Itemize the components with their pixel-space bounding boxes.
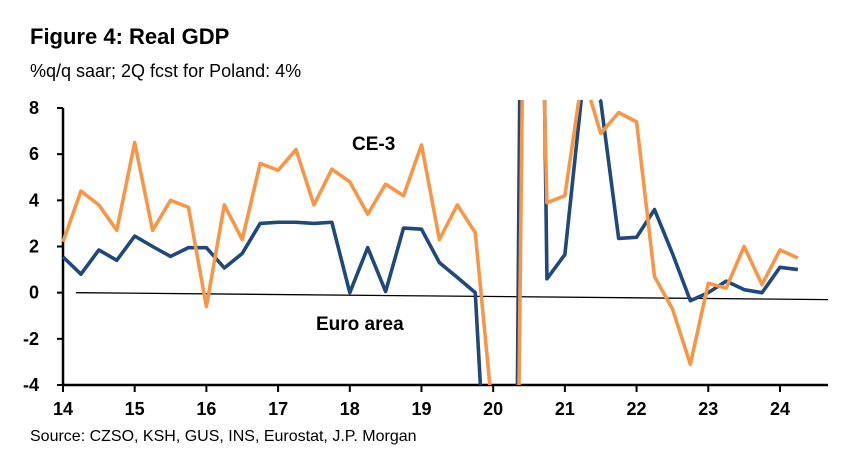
x-tick-label: 14 bbox=[53, 399, 73, 419]
x-tick-label: 16 bbox=[196, 399, 216, 419]
y-tick-label: 4 bbox=[29, 190, 39, 210]
x-tick-label: 23 bbox=[698, 399, 718, 419]
x-tick-label: 22 bbox=[627, 399, 647, 419]
x-tick-label: 18 bbox=[340, 399, 360, 419]
chart-title: Figure 4: Real GDP bbox=[30, 24, 230, 49]
y-tick-label: -2 bbox=[23, 329, 39, 349]
x-tick-label: 20 bbox=[483, 399, 503, 419]
series-label-euro-area: Euro area bbox=[316, 314, 404, 335]
y-tick-label: 6 bbox=[29, 144, 39, 164]
y-tick-label: 8 bbox=[29, 98, 39, 118]
y-tick-label: -4 bbox=[23, 375, 39, 395]
x-tick-label: 21 bbox=[555, 399, 575, 419]
x-tick-label: 15 bbox=[125, 399, 145, 419]
chart-subtitle: %q/q saar; 2Q fcst for Poland: 4% bbox=[30, 61, 302, 81]
series-lines bbox=[61, 98, 799, 386]
source-note: Source: CZSO, KSH, GUS, INS, Eurostat, J… bbox=[30, 428, 417, 445]
x-tick-label: 17 bbox=[268, 399, 288, 419]
y-tick-label: 2 bbox=[29, 237, 39, 257]
series-label-ce3: CE-3 bbox=[352, 134, 395, 155]
y-tick-label: 0 bbox=[29, 283, 39, 303]
zero-line bbox=[75, 292, 829, 301]
x-tick-label: 19 bbox=[411, 399, 431, 419]
x-tick-label: 24 bbox=[770, 399, 790, 419]
series-line-euro-area bbox=[61, 98, 799, 386]
